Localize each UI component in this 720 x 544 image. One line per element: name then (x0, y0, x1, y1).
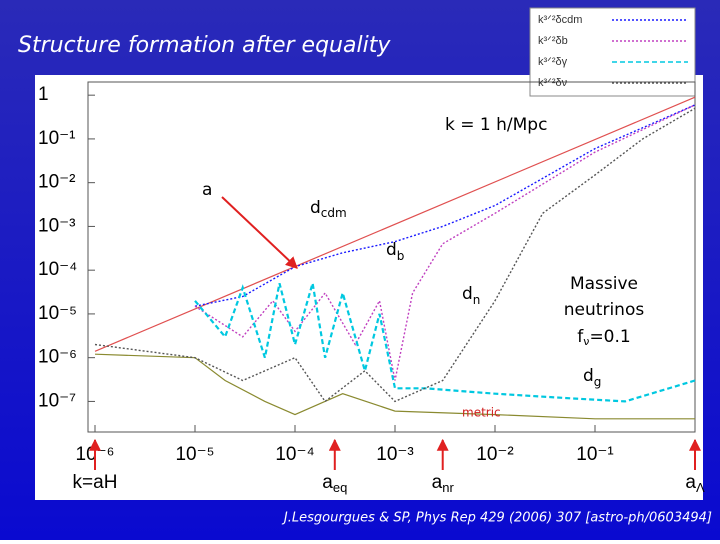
a-label: a (202, 180, 212, 200)
citation: J.Lesgourgues & SP, Phys Rep 429 (2006) … (281, 511, 712, 526)
y-tick-label: 10⁻⁷ (38, 390, 76, 411)
y-tick-label: 10⁻⁴ (38, 259, 77, 280)
metric-label: metric (462, 406, 501, 420)
k-label: k = 1 h/Mpc (445, 115, 547, 135)
marker-sub: eq (333, 480, 347, 495)
n-d: d (462, 284, 473, 304)
legend-box (529, 7, 696, 97)
a-arrow (221, 196, 298, 269)
title: Structure formation after equality (18, 33, 391, 58)
g-d: d (583, 366, 594, 386)
legend-label: k³ᐟ²δcdm (538, 14, 582, 26)
y-tick-label: 1 (38, 84, 49, 105)
n-sub: n (473, 293, 481, 307)
series-line (194, 282, 696, 403)
cdm-label: dcdm (310, 198, 347, 220)
marker-label: aΛ (685, 472, 705, 495)
plot-panel (35, 75, 703, 500)
marker-text: a (432, 472, 443, 493)
g-label: dg (583, 366, 601, 389)
legend-label: k³ᐟ²δb (538, 35, 568, 47)
massive-line1: Massive (570, 274, 638, 294)
b-sub: b (397, 249, 405, 263)
cdm-sub: cdm (321, 206, 347, 220)
x-tick-label: 10⁻⁵ (175, 444, 214, 465)
x-tick-label: 10⁻⁴ (275, 444, 314, 465)
series-line (94, 107, 696, 403)
marker-text: k=aH (73, 472, 118, 493)
b-d: d (386, 240, 397, 260)
series-line (194, 104, 696, 381)
y-tick-label: 10⁻⁵ (38, 303, 77, 324)
massive-line2: neutrinos (564, 300, 645, 320)
f: f (577, 327, 584, 347)
nu: ν (583, 335, 589, 348)
marker-label: k=aH (73, 472, 118, 493)
y-tick-label: 10⁻⁶ (38, 347, 77, 368)
y-tick-label: 10⁻² (38, 172, 76, 193)
y-tick-label: 10⁻³ (38, 215, 76, 236)
reference-line (94, 96, 696, 352)
f-value: =0.1 (589, 327, 630, 347)
marker-text: a (322, 472, 333, 493)
b-label: db (386, 240, 404, 263)
plot-frame (87, 81, 696, 433)
x-tick-label: 10⁻³ (376, 444, 414, 465)
x-tick-label: 10⁻² (476, 444, 514, 465)
reference-line (94, 353, 695, 420)
legend-label: k³ᐟ²δν (538, 77, 568, 89)
massive-line3: fν=0.1 (577, 327, 630, 348)
y-tick-label: 10⁻¹ (38, 128, 76, 149)
marker-sub: Λ (696, 480, 705, 495)
x-tick-label: 10⁻¹ (576, 444, 614, 465)
marker-label: aeq (322, 472, 347, 495)
legend-label: k³ᐟ²δγ (538, 56, 568, 68)
g-sub: g (594, 375, 602, 389)
n-label: dn (462, 284, 480, 307)
series-line (194, 104, 696, 307)
cdm-d: d (310, 198, 321, 218)
marker-sub: nr (442, 480, 454, 495)
marker-label: anr (432, 472, 455, 495)
marker-text: a (685, 472, 696, 493)
